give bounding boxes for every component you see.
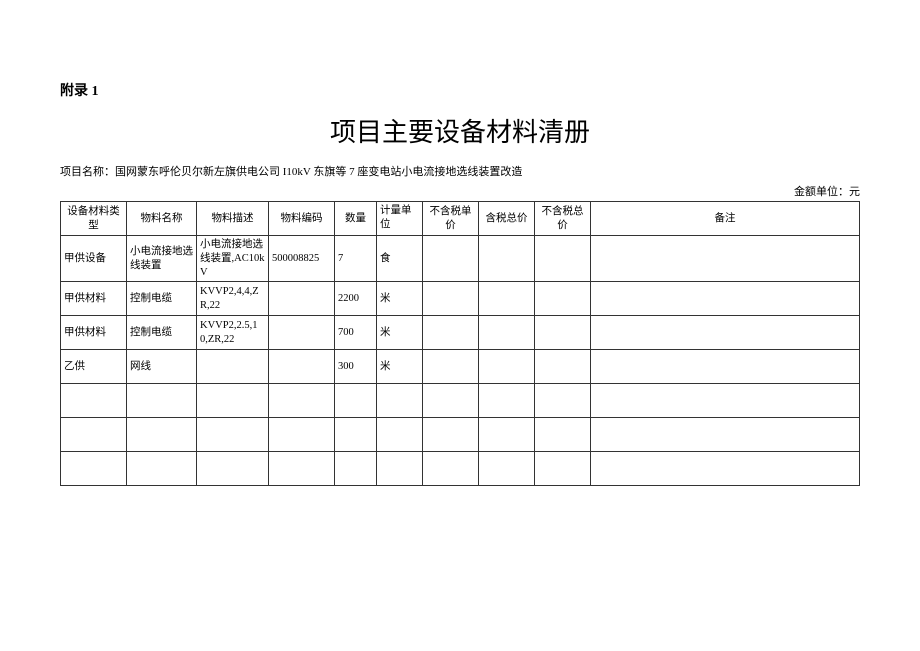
cell-p3: [535, 316, 591, 350]
table-header-row: 设备材料类型 物料名称 物料描述 物料编码 数量 计量单位 不含税单价 含税总价…: [61, 202, 860, 236]
cell-name: [127, 452, 197, 486]
cell-type: 甲供材料: [61, 316, 127, 350]
cell-type: 甲供设备: [61, 236, 127, 282]
cell-p3: [535, 350, 591, 384]
cell-code: [269, 452, 335, 486]
col-qty: 数量: [335, 202, 377, 236]
appendix-label: 附录 1: [60, 80, 860, 100]
cell-p1: [423, 316, 479, 350]
cell-name: [127, 384, 197, 418]
project-name: 国网蒙东呼伦贝尔新左旗供电公司 I10kV 东旗等 7 座变电站小电流接地选线装…: [115, 166, 522, 178]
col-unit: 计量单位: [377, 202, 423, 236]
cell-desc: KVVP2,4,4,ZR,22: [197, 282, 269, 316]
cell-code: [269, 418, 335, 452]
cell-p3: [535, 452, 591, 486]
col-name: 物料名称: [127, 202, 197, 236]
cell-qty: 700: [335, 316, 377, 350]
cell-p3: [535, 236, 591, 282]
table-body: 甲供设备 小电流接地选线装置 小电流接地选线装置,AC10kV 50000882…: [61, 236, 860, 486]
cell-qty: 300: [335, 350, 377, 384]
cell-name: 小电流接地选线装置: [127, 236, 197, 282]
cell-p1: [423, 236, 479, 282]
table-row: 甲供材料 控制电缆 KVVP2,4,4,ZR,22 2200 米: [61, 282, 860, 316]
cell-p1: [423, 384, 479, 418]
cell-type: [61, 418, 127, 452]
col-type: 设备材料类型: [61, 202, 127, 236]
cell-remark: [591, 384, 860, 418]
project-line: 项目名称：国网蒙东呼伦贝尔新左旗供电公司 I10kV 东旗等 7 座变电站小电流…: [60, 163, 860, 179]
project-label: 项目名称：: [60, 166, 115, 178]
cell-p2: [479, 418, 535, 452]
cell-p3: [535, 384, 591, 418]
cell-name: [127, 418, 197, 452]
cell-remark: [591, 316, 860, 350]
cell-name: 控制电缆: [127, 282, 197, 316]
table-row: 乙供 网线 300 米: [61, 350, 860, 384]
table-row: [61, 384, 860, 418]
cell-desc: [197, 418, 269, 452]
cell-remark: [591, 236, 860, 282]
cell-p2: [479, 350, 535, 384]
col-desc: 物料描述: [197, 202, 269, 236]
cell-code: [269, 384, 335, 418]
cell-qty: [335, 384, 377, 418]
cell-remark: [591, 350, 860, 384]
cell-code: [269, 350, 335, 384]
cell-desc: [197, 384, 269, 418]
cell-p1: [423, 282, 479, 316]
cell-code: 500008825: [269, 236, 335, 282]
col-remark: 备注: [591, 202, 860, 236]
cell-desc: [197, 452, 269, 486]
table-row: [61, 418, 860, 452]
cell-code: [269, 282, 335, 316]
currency-unit: 金额单位：元: [60, 183, 860, 199]
cell-qty: 7: [335, 236, 377, 282]
cell-type: 甲供材料: [61, 282, 127, 316]
cell-qty: [335, 418, 377, 452]
cell-p2: [479, 452, 535, 486]
cell-unit: [377, 452, 423, 486]
cell-desc: KVVP2,2.5,10,ZR,22: [197, 316, 269, 350]
cell-unit: [377, 384, 423, 418]
cell-p1: [423, 418, 479, 452]
cell-p2: [479, 384, 535, 418]
cell-desc: 小电流接地选线装置,AC10kV: [197, 236, 269, 282]
cell-remark: [591, 452, 860, 486]
cell-qty: [335, 452, 377, 486]
cell-type: 乙供: [61, 350, 127, 384]
cell-p1: [423, 350, 479, 384]
materials-table: 设备材料类型 物料名称 物料描述 物料编码 数量 计量单位 不含税单价 含税总价…: [60, 201, 860, 486]
cell-unit: 米: [377, 350, 423, 384]
cell-desc: [197, 350, 269, 384]
cell-p2: [479, 282, 535, 316]
cell-remark: [591, 282, 860, 316]
table-row: [61, 452, 860, 486]
cell-p1: [423, 452, 479, 486]
cell-p3: [535, 282, 591, 316]
cell-unit: 米: [377, 282, 423, 316]
cell-p3: [535, 418, 591, 452]
page-title: 项目主要设备材料清册: [60, 112, 860, 149]
col-price-ex-total: 不含税总价: [535, 202, 591, 236]
cell-unit: 米: [377, 316, 423, 350]
col-price-ex: 不含税单价: [423, 202, 479, 236]
cell-name: 网线: [127, 350, 197, 384]
col-code: 物料编码: [269, 202, 335, 236]
col-price-in-total: 含税总价: [479, 202, 535, 236]
cell-unit: 食: [377, 236, 423, 282]
cell-remark: [591, 418, 860, 452]
cell-code: [269, 316, 335, 350]
table-row: 甲供材料 控制电缆 KVVP2,2.5,10,ZR,22 700 米: [61, 316, 860, 350]
cell-p2: [479, 316, 535, 350]
cell-type: [61, 452, 127, 486]
table-row: 甲供设备 小电流接地选线装置 小电流接地选线装置,AC10kV 50000882…: [61, 236, 860, 282]
cell-qty: 2200: [335, 282, 377, 316]
cell-type: [61, 384, 127, 418]
cell-p2: [479, 236, 535, 282]
cell-unit: [377, 418, 423, 452]
cell-name: 控制电缆: [127, 316, 197, 350]
